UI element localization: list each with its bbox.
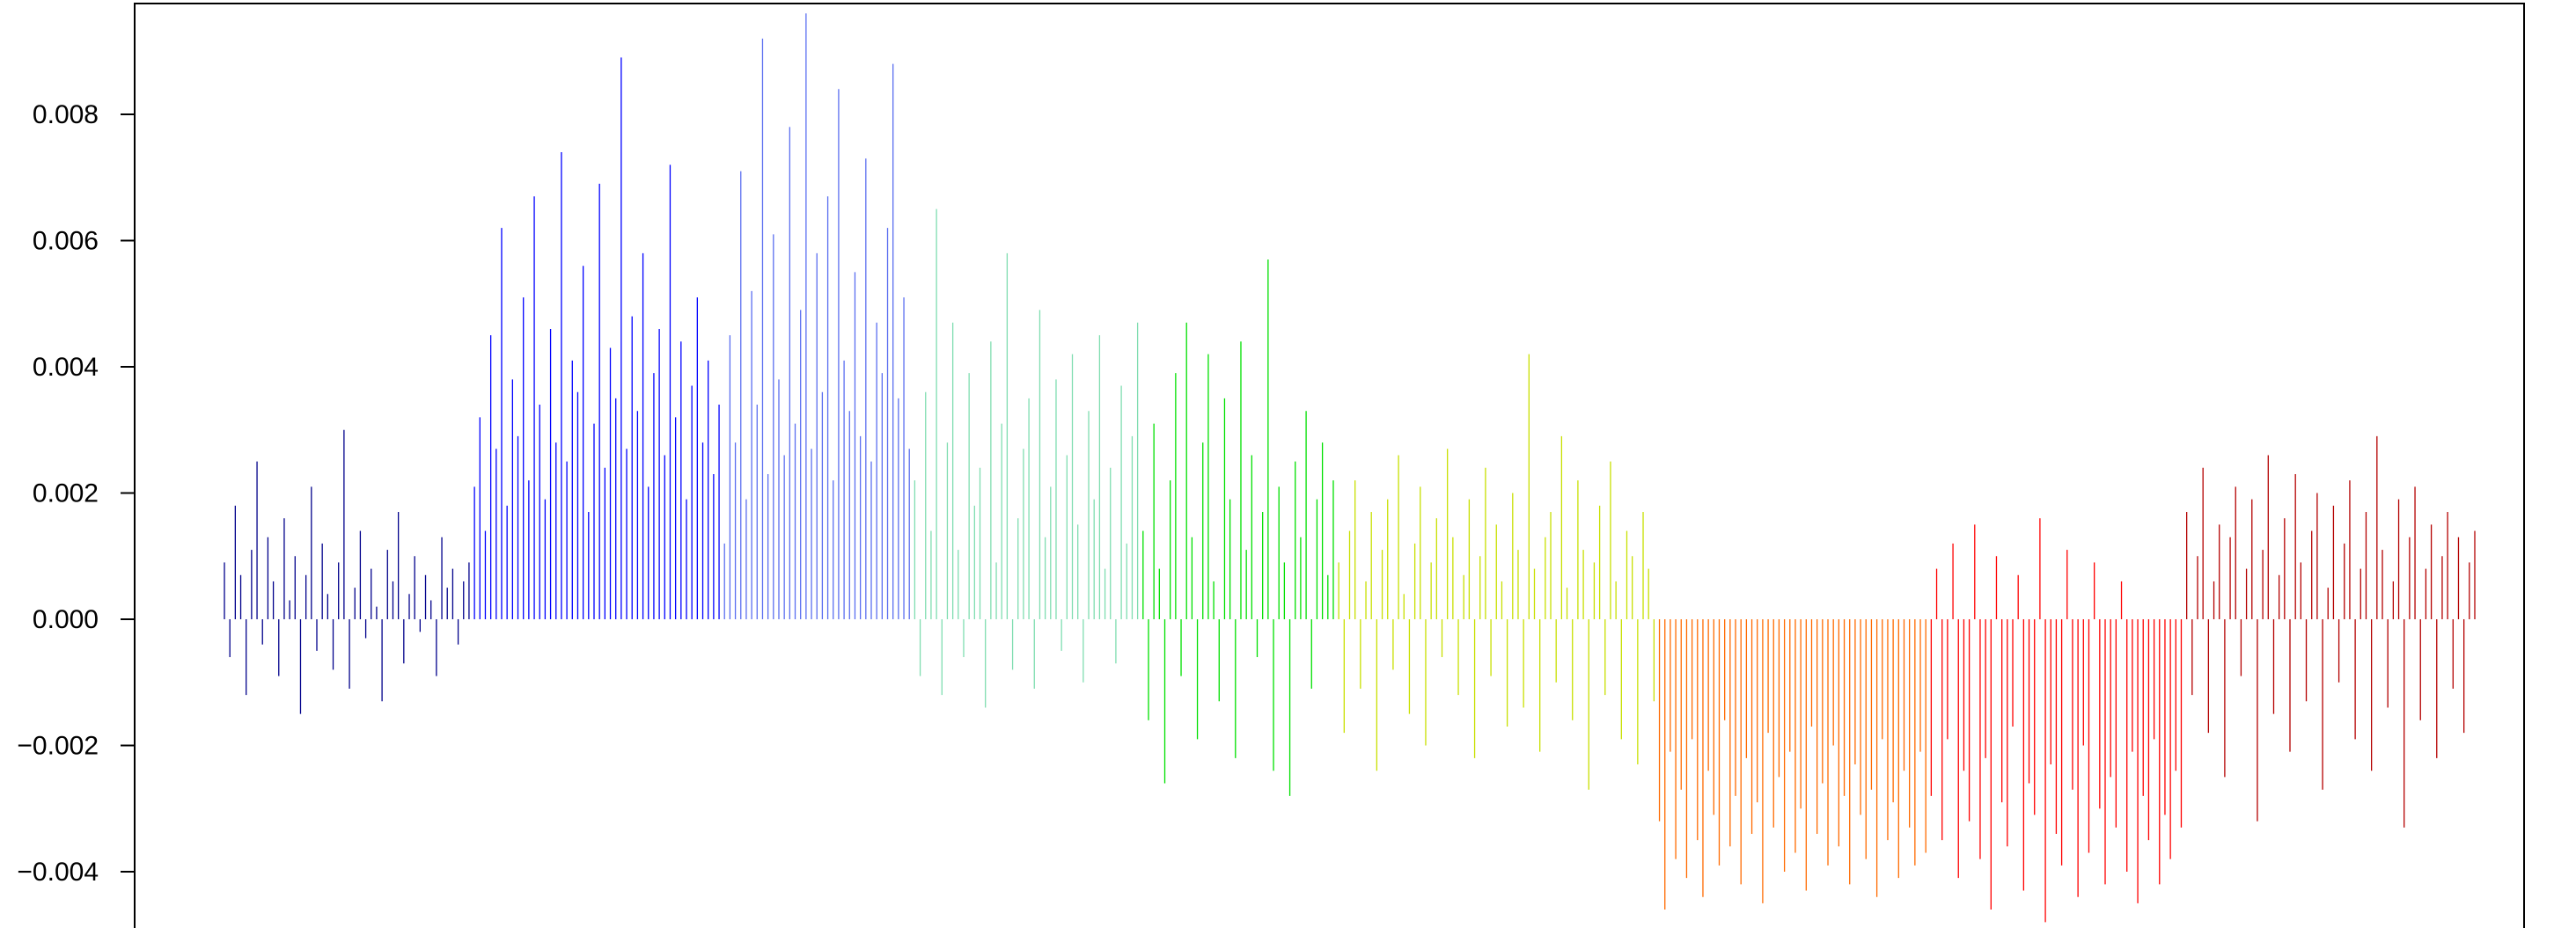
y-tick-label: −0.002 <box>17 732 99 761</box>
bars-group <box>224 13 2476 923</box>
y-tick-label: −0.004 <box>17 858 99 887</box>
y-tick-label: 0.004 <box>33 353 99 382</box>
plot-frame <box>134 3 2525 928</box>
y-tick-label: 0.006 <box>33 227 99 256</box>
y-tick-label: 0.000 <box>33 605 99 634</box>
y-tick-label: 0.008 <box>33 100 99 129</box>
y-axis-ticks: −0.004 −0.002 0.000 0.002 0.004 0.006 0.008 <box>17 100 135 887</box>
y-tick-label: 0.002 <box>33 479 99 508</box>
